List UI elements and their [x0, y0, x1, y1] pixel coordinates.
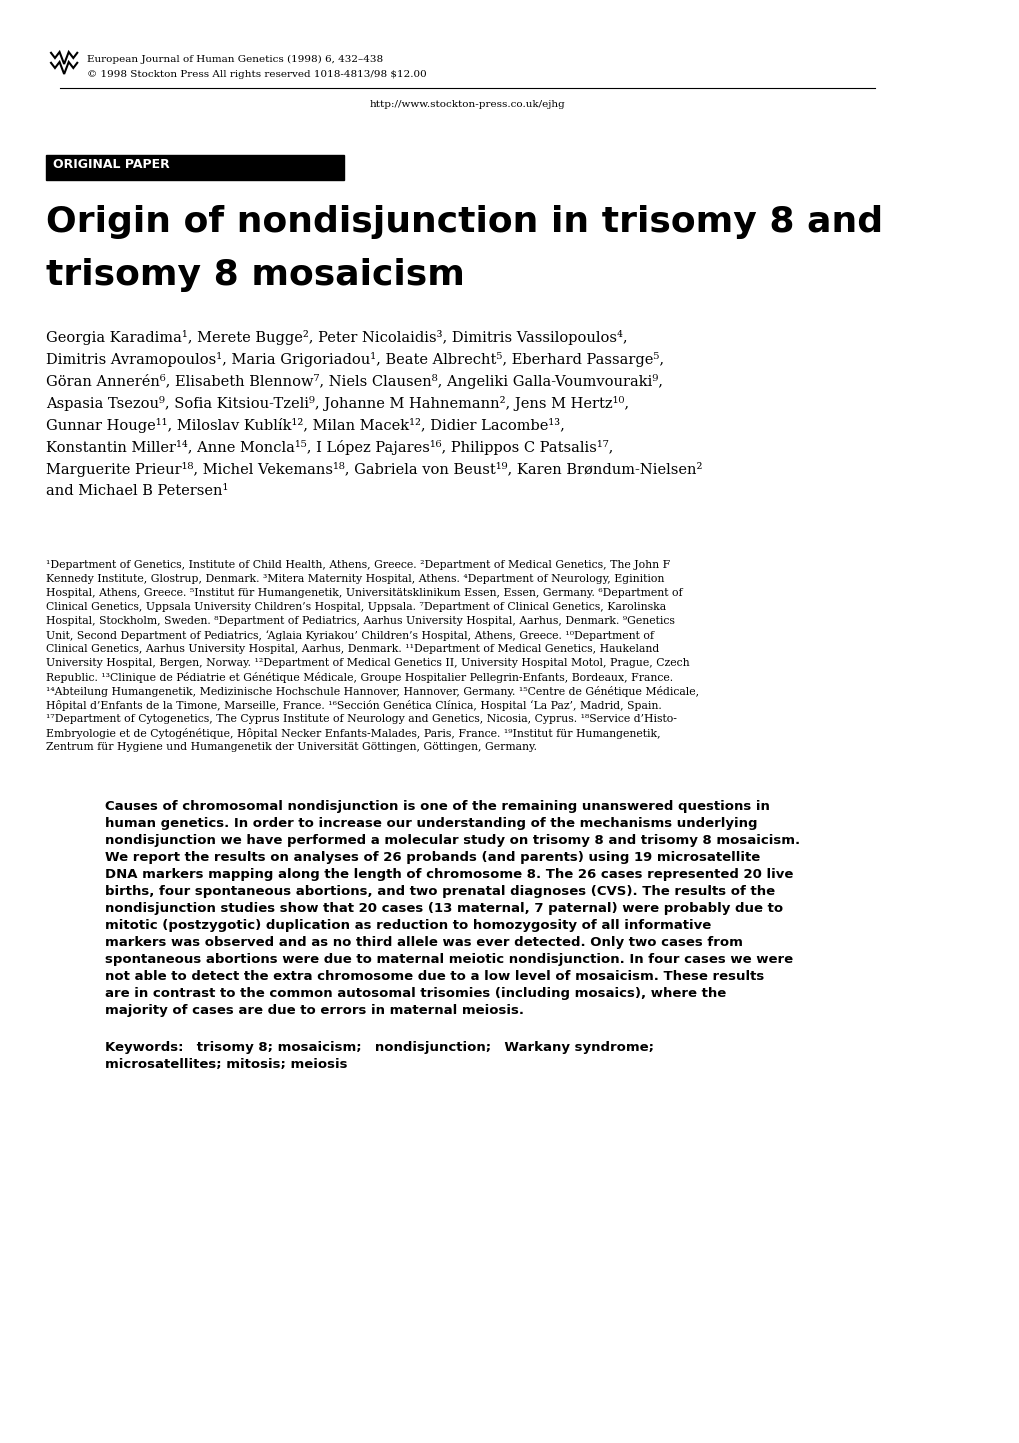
Text: births, four spontaneous abortions, and two prenatal diagnoses (CVS). The result: births, four spontaneous abortions, and …	[105, 885, 774, 898]
Text: majority of cases are due to errors in maternal meiosis.: majority of cases are due to errors in m…	[105, 1004, 524, 1017]
Text: ¹Department of Genetics, Institute of Child Health, Athens, Greece. ²Department : ¹Department of Genetics, Institute of Ch…	[46, 560, 669, 570]
Bar	[46, 154, 343, 180]
Text: Origin of nondisjunction in trisomy 8 and: Origin of nondisjunction in trisomy 8 an…	[46, 205, 882, 240]
Text: nondisjunction we have performed a molecular study on trisomy 8 and trisomy 8 mo: nondisjunction we have performed a molec…	[105, 834, 800, 847]
Text: http://www.stockton-press.co.uk/ejhg: http://www.stockton-press.co.uk/ejhg	[369, 100, 565, 110]
Text: Marguerite Prieur¹⁸, Michel Vekemans¹⁸, Gabriela von Beust¹⁹, Karen Brøndum-Niel: Marguerite Prieur¹⁸, Michel Vekemans¹⁸, …	[46, 462, 701, 478]
Text: Clinical Genetics, Aarhus University Hospital, Aarhus, Denmark. ¹¹Department of : Clinical Genetics, Aarhus University Hos…	[46, 644, 658, 654]
Text: © 1998 Stockton Press All rights reserved 1018-4813/98 $12.00: © 1998 Stockton Press All rights reserve…	[87, 71, 426, 79]
Text: Hospital, Athens, Greece. ⁵Institut für Humangenetik, Universitätsklinikum Essen: Hospital, Athens, Greece. ⁵Institut für …	[46, 587, 682, 597]
Text: mitotic (postzygotic) duplication as reduction to homozygosity of all informativ: mitotic (postzygotic) duplication as red…	[105, 919, 711, 932]
Text: Aspasia Tsezou⁹, Sofia Kitsiou-Tzeli⁹, Johanne M Hahnemann², Jens M Hertz¹⁰,: Aspasia Tsezou⁹, Sofia Kitsiou-Tzeli⁹, J…	[46, 395, 629, 411]
Text: Dimitris Avramopoulos¹, Maria Grigoriadou¹, Beate Albrecht⁵, Eberhard Passarge⁵,: Dimitris Avramopoulos¹, Maria Grigoriado…	[46, 352, 663, 367]
Text: microsatellites; mitosis; meiosis: microsatellites; mitosis; meiosis	[105, 1058, 347, 1071]
Text: ¹⁴Abteilung Humangenetik, Medizinische Hochschule Hannover, Hannover, Germany. ¹: ¹⁴Abteilung Humangenetik, Medizinische H…	[46, 685, 698, 697]
Text: Causes of chromosomal nondisjunction is one of the remaining unanswered question: Causes of chromosomal nondisjunction is …	[105, 799, 769, 812]
Text: Gunnar Houge¹¹, Miloslav Kublík¹², Milan Macek¹², Didier Lacombe¹³,: Gunnar Houge¹¹, Miloslav Kublík¹², Milan…	[46, 418, 565, 433]
Text: nondisjunction studies show that 20 cases (13 maternal, 7 paternal) were probabl: nondisjunction studies show that 20 case…	[105, 902, 783, 915]
Text: Unit, Second Department of Pediatrics, ‘Aglaia Kyriakou’ Children’s Hospital, At: Unit, Second Department of Pediatrics, ‘…	[46, 631, 653, 641]
Text: ORIGINAL PAPER: ORIGINAL PAPER	[53, 157, 170, 172]
Text: Embryologie et de Cytogénétique, Hôpital Necker Enfants-Malades, Paris, France. : Embryologie et de Cytogénétique, Hôpital…	[46, 729, 659, 739]
Text: University Hospital, Bergen, Norway. ¹²Department of Medical Genetics II, Univer: University Hospital, Bergen, Norway. ¹²D…	[46, 658, 689, 668]
Text: not able to detect the extra chromosome due to a low level of mosaicism. These r: not able to detect the extra chromosome …	[105, 970, 764, 983]
Text: spontaneous abortions were due to maternal meiotic nondisjunction. In four cases: spontaneous abortions were due to matern…	[105, 952, 793, 965]
Text: Hospital, Stockholm, Sweden. ⁸Department of Pediatrics, Aarhus University Hospit: Hospital, Stockholm, Sweden. ⁸Department…	[46, 616, 674, 626]
Text: DNA markers mapping along the length of chromosome 8. The 26 cases represented 2: DNA markers mapping along the length of …	[105, 869, 793, 882]
Text: human genetics. In order to increase our understanding of the mechanisms underly: human genetics. In order to increase our…	[105, 817, 757, 830]
Text: We report the results on analyses of 26 probands (and parents) using 19 microsat: We report the results on analyses of 26 …	[105, 851, 760, 864]
Text: Hôpital d’Enfants de la Timone, Marseille, France. ¹⁶Sección Genética Clínica, H: Hôpital d’Enfants de la Timone, Marseill…	[46, 700, 661, 711]
Text: Georgia Karadima¹, Merete Bugge², Peter Nicolaidis³, Dimitris Vassilopoulos⁴,: Georgia Karadima¹, Merete Bugge², Peter …	[46, 330, 627, 345]
Text: Göran Annerén⁶, Elisabeth Blennow⁷, Niels Clausen⁸, Angeliki Galla-Voumvouraki⁹,: Göran Annerén⁶, Elisabeth Blennow⁷, Niel…	[46, 374, 662, 390]
Text: Clinical Genetics, Uppsala University Children’s Hospital, Uppsala. ⁷Department : Clinical Genetics, Uppsala University Ch…	[46, 602, 665, 612]
Text: and Michael B Petersen¹: and Michael B Petersen¹	[46, 483, 228, 498]
Text: European Journal of Human Genetics (1998) 6, 432–438: European Journal of Human Genetics (1998…	[87, 55, 383, 63]
Text: Republic. ¹³Clinique de Pédiatrie et Génétique Médicale, Groupe Hospitalier Pell: Republic. ¹³Clinique de Pédiatrie et Gén…	[46, 672, 673, 683]
Text: Kennedy Institute, Glostrup, Denmark. ³Mitera Maternity Hospital, Athens. ⁴Depar: Kennedy Institute, Glostrup, Denmark. ³M…	[46, 574, 663, 584]
Text: Konstantin Miller¹⁴, Anne Moncla¹⁵, I López Pajares¹⁶, Philippos C Patsalis¹⁷,: Konstantin Miller¹⁴, Anne Moncla¹⁵, I Ló…	[46, 440, 612, 455]
Text: trisomy 8 mosaicism: trisomy 8 mosaicism	[46, 258, 465, 291]
Text: Zentrum für Hygiene und Humangenetik der Universität Göttingen, Göttingen, Germa: Zentrum für Hygiene und Humangenetik der…	[46, 742, 536, 752]
Text: markers was observed and as no third allele was ever detected. Only two cases fr: markers was observed and as no third all…	[105, 937, 743, 949]
Text: Keywords: trisomy 8; mosaicism; nondisjunction; Warkany syndrome;: Keywords: trisomy 8; mosaicism; nondisju…	[105, 1040, 654, 1053]
Text: ¹⁷Department of Cytogenetics, The Cyprus Institute of Neurology and Genetics, Ni: ¹⁷Department of Cytogenetics, The Cyprus…	[46, 714, 676, 724]
Text: are in contrast to the common autosomal trisomies (including mosaics), where the: are in contrast to the common autosomal …	[105, 987, 726, 1000]
